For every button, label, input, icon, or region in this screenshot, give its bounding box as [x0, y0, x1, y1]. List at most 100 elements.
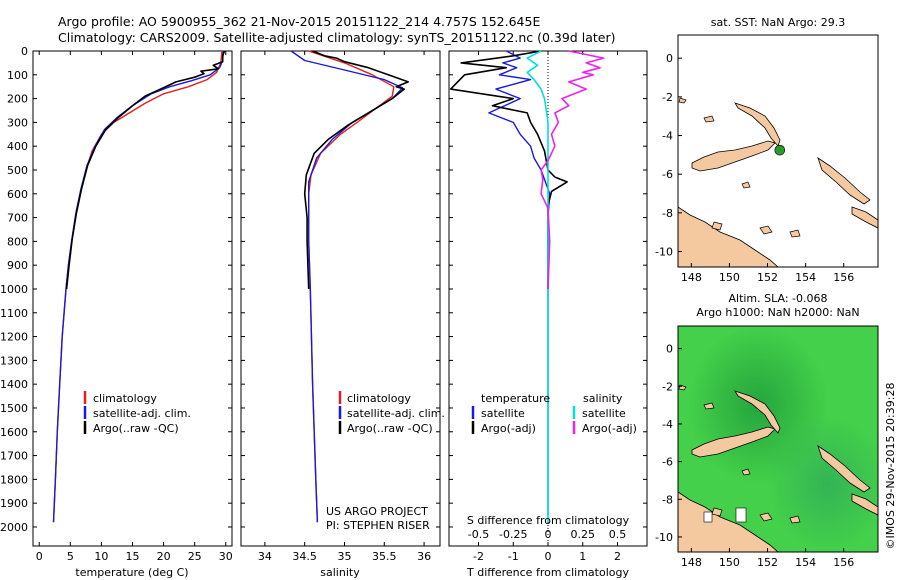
top-tick-label: 0.25 — [570, 528, 595, 541]
legend-sal-satellite: satellite — [582, 407, 626, 420]
new-guinea-land — [678, 206, 779, 267]
map-y-tick-label: 0 — [666, 343, 673, 356]
map-y-tick-label: -6 — [662, 456, 673, 469]
depth-tick-label: 200 — [7, 93, 28, 106]
legend-temp-satellite: satellite — [481, 407, 525, 420]
difference-xlabel: T difference from climatology — [466, 566, 629, 579]
temperature-series — [52, 50, 226, 523]
temperature-xlabel: temperature (deg C) — [75, 566, 188, 579]
difference-series — [449, 50, 605, 523]
sla-map-ticks: 148 150 152 154 156 0 -2 -4 -6 -8 -10 — [655, 343, 854, 569]
depth-tick-label: 900 — [7, 259, 28, 272]
salinity-ticks: 34 34.5 35 35.5 36 — [241, 50, 440, 563]
x-tick-label: -2 — [473, 550, 484, 563]
difference-ticks: -2 -1 0 1 2 -0.5 -0.25 0 0.25 0.5 — [449, 50, 647, 563]
x-tick-label: -1 — [508, 550, 519, 563]
x-tick-label: 25 — [188, 550, 202, 563]
x-tick-label: 1 — [579, 550, 586, 563]
depth-tick-label: 1900 — [0, 497, 28, 510]
x-tick-label: 2 — [614, 550, 621, 563]
series-line-climatology — [308, 50, 395, 523]
map-y-tick-label: 0 — [666, 52, 673, 65]
solomon-land — [851, 206, 878, 229]
header-line1: Argo profile: AO 5900955_362 21-Nov-2015… — [58, 14, 540, 29]
sst-map-title: sat. SST: NaN Argo: 29.3 — [711, 16, 845, 29]
depth-tick-label: 1100 — [0, 307, 28, 320]
series-line-temperature-argo-adj- — [449, 50, 568, 289]
argo-float-marker — [774, 144, 786, 156]
map-y-tick-label: -2 — [662, 91, 673, 104]
header-line2: Climatology: CARS2009. Satellite-adjuste… — [58, 30, 615, 45]
temperature-frame — [32, 50, 233, 547]
sla-map-land — [678, 384, 878, 552]
depth-tick-label: 700 — [7, 212, 28, 225]
depth-tick-label: 500 — [7, 164, 28, 177]
depth-tick-label: 400 — [7, 140, 28, 153]
series-line-argo-raw-qc- — [303, 50, 410, 290]
map-x-tick-label: 150 — [719, 556, 740, 569]
depth-tick-label: 300 — [7, 116, 28, 129]
legend-climatology: climatology — [93, 392, 157, 405]
sla-map-title-2: Argo h1000: NaN h2000: NaN — [696, 306, 859, 319]
series-line-climatology — [52, 50, 223, 523]
solomon-land — [851, 493, 878, 516]
map-y-tick-label: -6 — [662, 168, 673, 181]
sst-map-land — [678, 97, 878, 267]
x-tick-label: 20 — [157, 550, 171, 563]
map-y-tick-label: -8 — [662, 493, 673, 506]
map-y-tick-label: -2 — [662, 380, 673, 393]
depth-tick-label: 1600 — [0, 426, 28, 439]
top-tick-label: -0.25 — [499, 528, 527, 541]
new-guinea-land — [678, 491, 779, 552]
top-tick-label: 0 — [545, 528, 552, 541]
small-islands — [678, 97, 801, 238]
x-tick-label: 0 — [545, 550, 552, 563]
depth-axis-labels: 0 100 200 300 400 500 600 700 800 900 1000 1100 1200… — [0, 45, 28, 534]
depth-tick-label: 1500 — [0, 402, 28, 415]
new-britain-land — [691, 140, 776, 172]
series-line-salinity-argo-adj- — [540, 50, 605, 290]
pi-label: PI: STEPHEN RISER — [326, 519, 430, 532]
depth-tick-label: 1800 — [0, 473, 28, 486]
sla-map: Altim. SLA: -0.068 Argo h1000: NaN h2000… — [655, 292, 879, 569]
series-line-argo-raw-qc- — [65, 50, 226, 290]
depth-tick-label: 0 — [21, 45, 28, 58]
salinity-xlabel: salinity — [320, 566, 360, 579]
legend-argo: Argo(..raw -QC) — [347, 422, 433, 435]
series-line-temperature-satellite — [488, 50, 551, 516]
series-line-satellite-adj-clim- — [52, 50, 224, 523]
sla-missing-patch — [703, 511, 713, 523]
x-tick-label: 5 — [67, 550, 74, 563]
legend-sal-argo: Argo(-adj) — [582, 422, 637, 435]
sst-map: sat. SST: NaN Argo: 29.3 148 150 152 154 156… — [655, 16, 879, 284]
map-x-tick-label: 152 — [757, 271, 778, 284]
sla-missing-patch — [735, 507, 747, 523]
legend-temp-argo: Argo(-adj) — [481, 422, 536, 435]
sla-map-title-1: Altim. SLA: -0.068 — [728, 292, 827, 305]
map-x-tick-label: 148 — [681, 271, 702, 284]
x-tick-label: 34 — [258, 550, 272, 563]
top-tick-label: 0.5 — [609, 528, 627, 541]
map-y-tick-label: -8 — [662, 207, 673, 220]
new-ireland-land — [734, 390, 781, 434]
x-tick-label: 34.5 — [292, 550, 317, 563]
sst-map-ticks: 148 150 152 154 156 0 -2 -4 -6 -8 -10 — [655, 52, 854, 284]
depth-tick-label: 600 — [7, 188, 28, 201]
series-line-satellite-adj-clim- — [290, 50, 404, 523]
x-tick-label: 0 — [36, 550, 43, 563]
x-tick-label: 35.5 — [372, 550, 397, 563]
map-y-tick-label: -4 — [662, 130, 673, 143]
map-x-tick-label: 154 — [795, 271, 816, 284]
x-tick-label: 15 — [126, 550, 140, 563]
map-x-tick-label: 150 — [719, 271, 740, 284]
timestamp-label: ©IMOS 29-Nov-2015 20:39:28 — [884, 383, 897, 550]
project-label: US ARGO PROJECT — [326, 505, 428, 518]
map-x-tick-label: 156 — [833, 556, 854, 569]
bougainville-land — [817, 157, 871, 205]
salinity-legend: climatology satellite-adj. clim. Argo(..… — [338, 391, 445, 435]
map-y-tick-label: -10 — [655, 246, 673, 259]
depth-tick-label: 100 — [7, 69, 28, 82]
x-tick-label: 36 — [417, 550, 431, 563]
bougainville-land — [817, 445, 871, 493]
salinity-panel: 34 34.5 35 35.5 36 salinity climatology sate… — [240, 50, 445, 579]
